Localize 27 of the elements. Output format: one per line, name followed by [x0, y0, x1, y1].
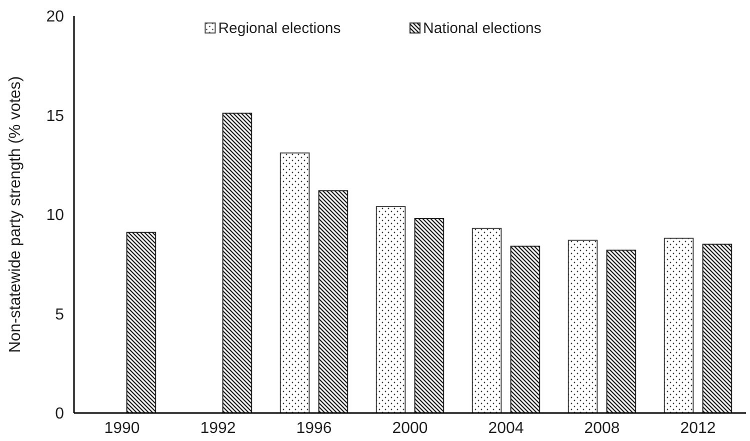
x-tick-label: 1992 [200, 420, 236, 437]
x-tick-label: 2000 [392, 420, 428, 437]
bar [126, 232, 156, 414]
bar [222, 112, 252, 414]
x-tick-label: 2012 [680, 420, 716, 437]
bar [702, 244, 732, 414]
x-tick-label: 1990 [104, 420, 140, 437]
bar [472, 228, 502, 414]
x-tick-label: 2004 [488, 420, 524, 437]
bar [568, 240, 598, 414]
bar [606, 250, 636, 414]
bar [414, 218, 444, 414]
x-tick-label: 2008 [584, 420, 620, 437]
bar [664, 238, 694, 414]
y-tick-label: 10 [46, 207, 64, 224]
legend-label: Regional elections [218, 20, 341, 37]
y-tick-label: 0 [55, 406, 64, 423]
bar [318, 190, 348, 414]
y-tick-label: 15 [46, 108, 64, 125]
legend-label: National elections [423, 20, 542, 37]
bar [376, 206, 406, 414]
y-tick-label: 5 [55, 306, 64, 324]
y-axis-title: Non-statewide party strength (% votes) [7, 76, 24, 353]
bar [510, 246, 540, 414]
x-tick-label: 1996 [296, 420, 332, 437]
bar [280, 152, 310, 414]
y-tick-label: 20 [46, 8, 64, 26]
